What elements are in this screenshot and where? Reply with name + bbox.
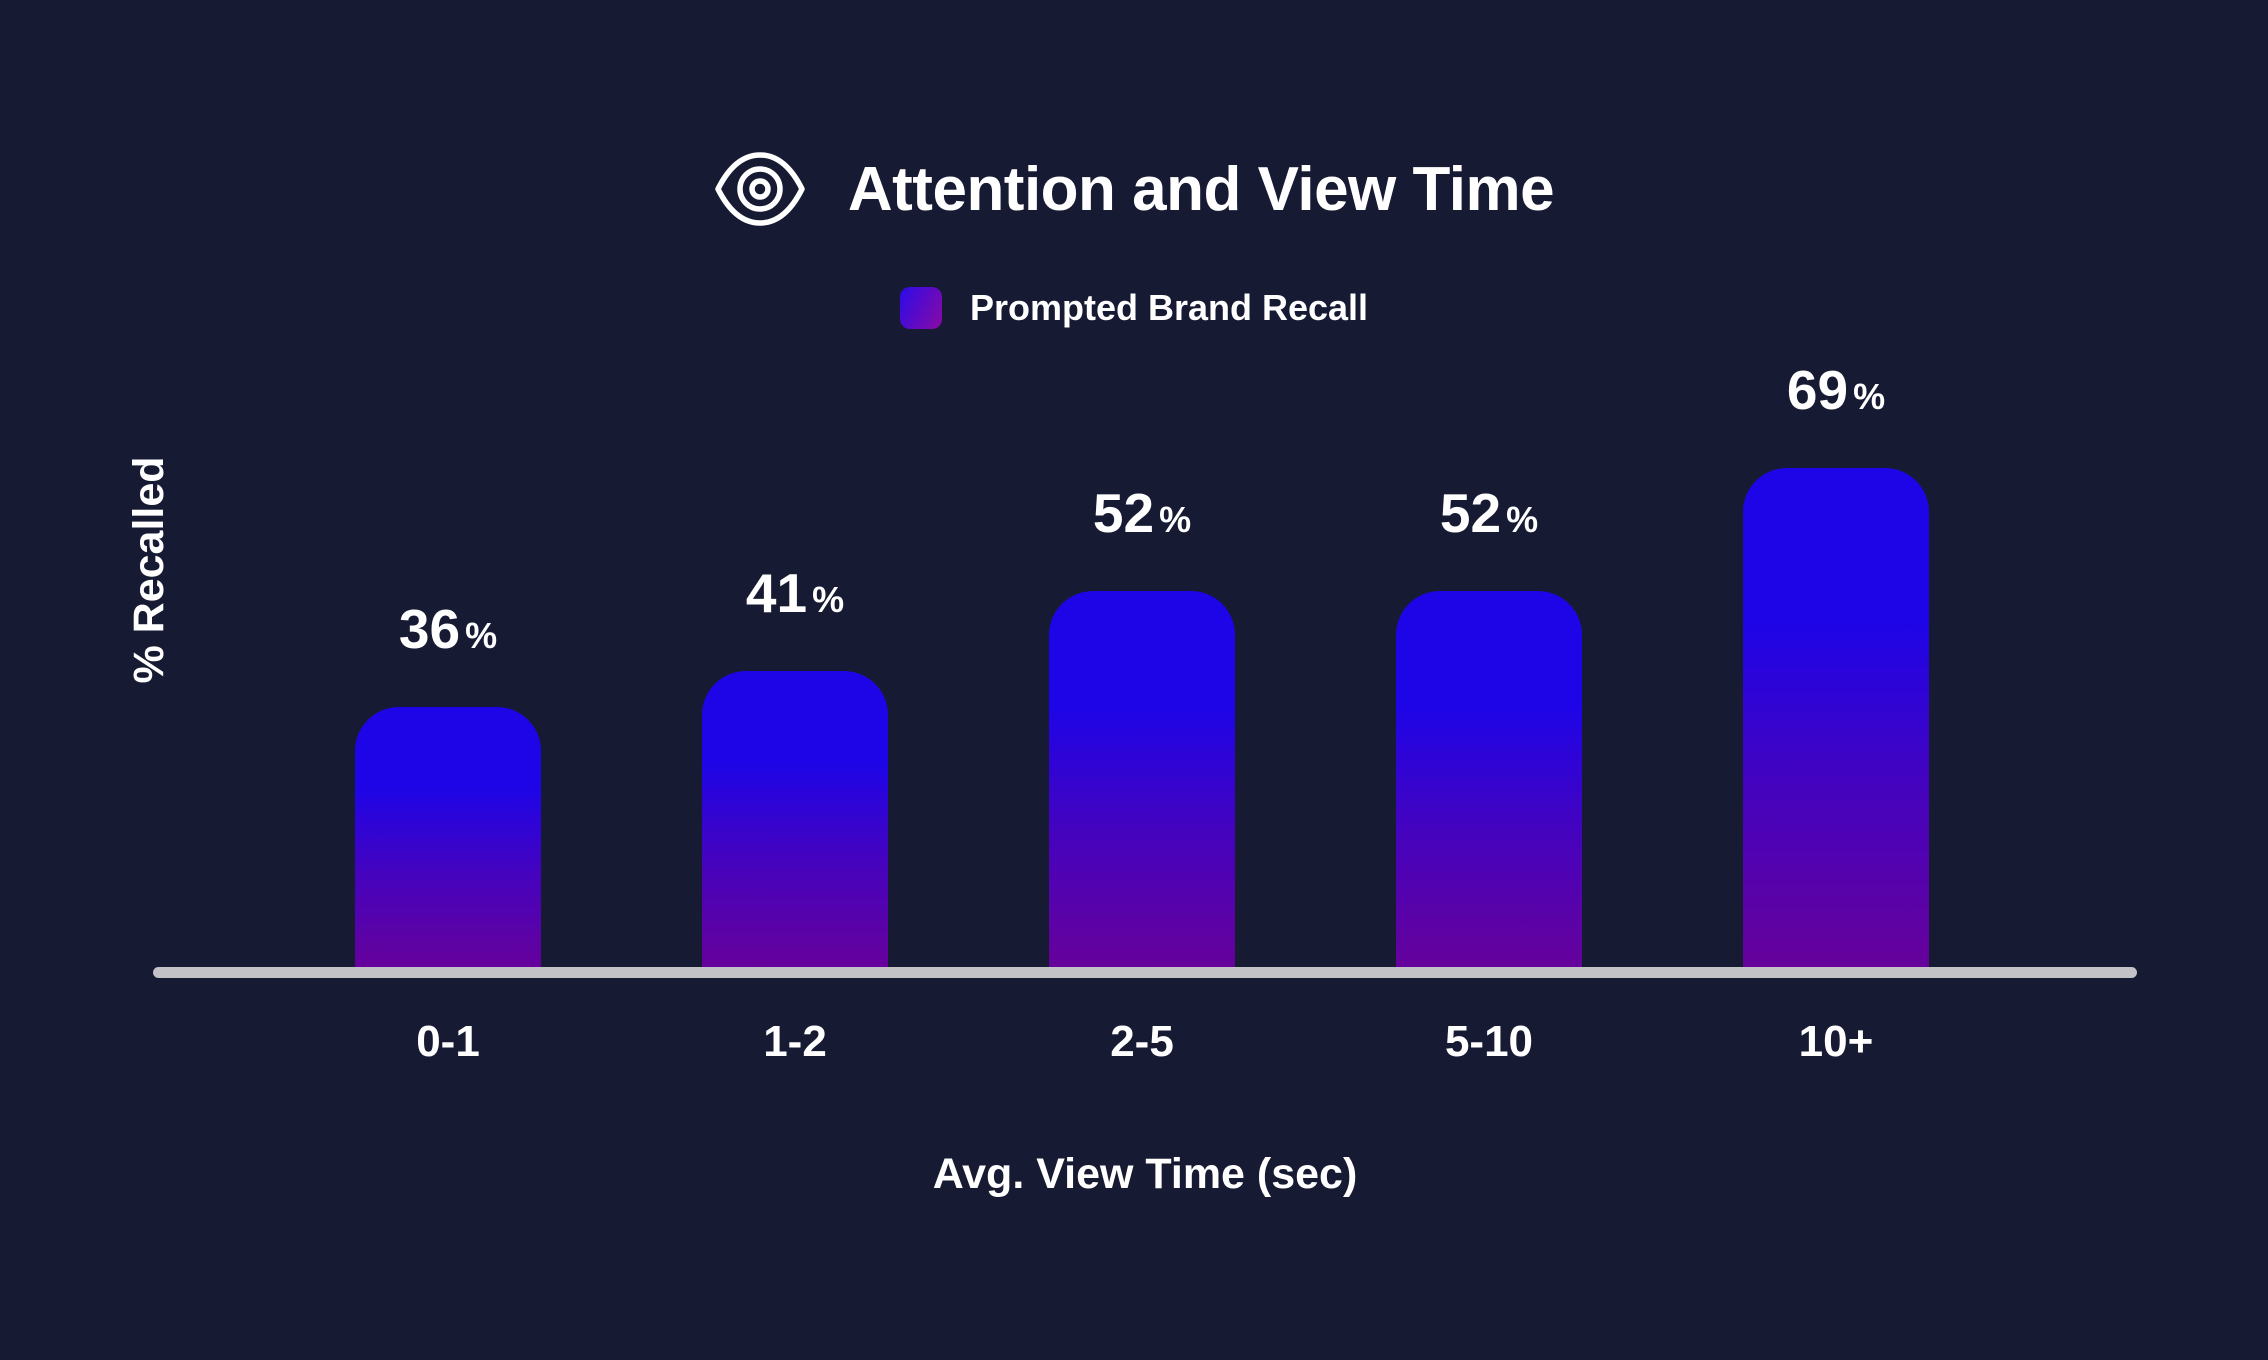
value-suffix: % bbox=[1506, 499, 1539, 540]
value-suffix: % bbox=[1853, 376, 1886, 417]
x-axis-label: Avg. View Time (sec) bbox=[932, 1150, 1358, 1198]
bar-10+ bbox=[1743, 468, 1929, 968]
x-tick-2-5: 2-5 bbox=[1110, 1017, 1174, 1066]
legend-swatch bbox=[899, 287, 942, 329]
bar-5-10 bbox=[1396, 591, 1582, 968]
bar-0-1 bbox=[355, 707, 541, 968]
x-tick-0-1: 0-1 bbox=[416, 1017, 480, 1066]
value-label-5-10: 52% bbox=[1440, 481, 1538, 545]
value-label-10+: 69% bbox=[1787, 358, 1885, 422]
bar-2-5 bbox=[1049, 591, 1235, 968]
value-label-2-5: 52% bbox=[1093, 481, 1191, 545]
x-tick-1-2: 1-2 bbox=[763, 1017, 827, 1066]
value-suffix: % bbox=[465, 615, 498, 656]
y-axis-label: % Recalled bbox=[125, 456, 173, 684]
value-number: 36 bbox=[398, 598, 461, 660]
chart-header: Attention and View Time bbox=[0, 148, 2268, 230]
legend: Prompted Brand Recall bbox=[0, 287, 2268, 329]
bar-1-2 bbox=[702, 671, 888, 968]
value-suffix: % bbox=[1159, 499, 1192, 540]
legend-label: Prompted Brand Recall bbox=[969, 287, 1369, 328]
value-number: 41 bbox=[745, 562, 808, 624]
value-number: 52 bbox=[1439, 482, 1502, 544]
x-axis-line bbox=[153, 967, 2137, 978]
x-tick-10+: 10+ bbox=[1798, 1017, 1874, 1066]
chart-title: Attention and View Time bbox=[847, 154, 1555, 224]
x-tick-5-10: 5-10 bbox=[1444, 1017, 1534, 1066]
value-suffix: % bbox=[812, 579, 845, 620]
value-number: 69 bbox=[1786, 359, 1849, 421]
value-number: 52 bbox=[1092, 482, 1155, 544]
value-label-1-2: 41% bbox=[746, 561, 844, 625]
value-label-0-1: 36% bbox=[399, 597, 497, 661]
eye-icon bbox=[714, 148, 806, 230]
